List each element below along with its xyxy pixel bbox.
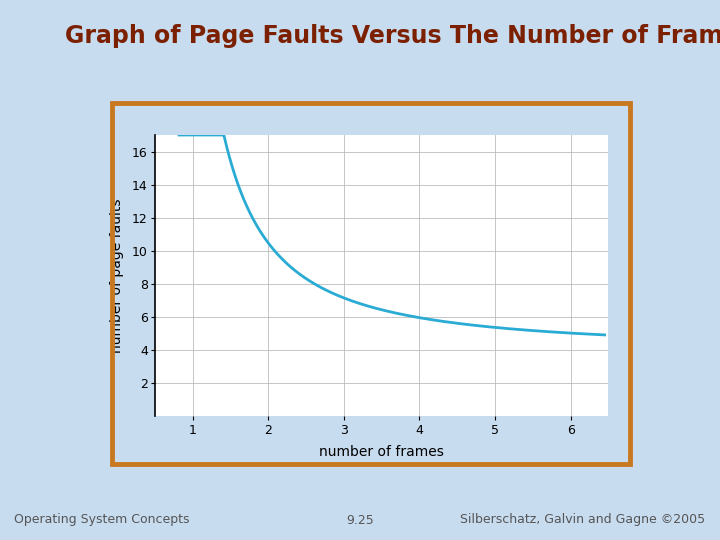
Y-axis label: number of page faults: number of page faults bbox=[109, 198, 124, 353]
X-axis label: number of frames: number of frames bbox=[319, 446, 444, 460]
Text: 9.25: 9.25 bbox=[346, 514, 374, 526]
Text: Silberschatz, Galvin and Gagne ©2005: Silberschatz, Galvin and Gagne ©2005 bbox=[461, 514, 706, 526]
Text: Graph of Page Faults Versus The Number of Frames: Graph of Page Faults Versus The Number o… bbox=[65, 24, 720, 48]
Text: Operating System Concepts: Operating System Concepts bbox=[14, 514, 190, 526]
